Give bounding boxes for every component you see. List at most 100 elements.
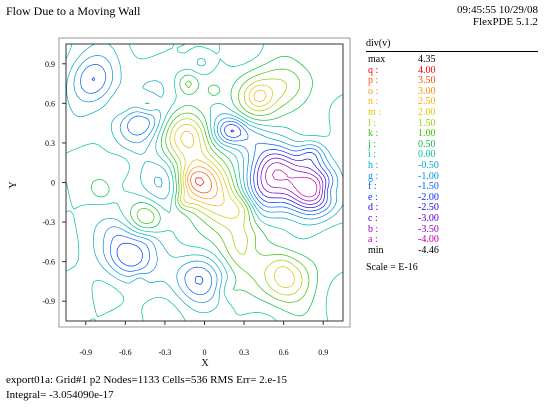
legend-level-key: l :: [368, 117, 377, 129]
legend-min-label: min: [368, 244, 384, 256]
y-axis-label: Y: [8, 181, 19, 188]
contour-legend: div(v) max 4.35 q :4.00 p :3.50 o :3.00 n :…: [366, 38, 538, 273]
x-tick-label: 0.6: [279, 348, 289, 357]
integral-value: Integral= -3.054090e-17: [6, 389, 114, 401]
legend-level-value: 2.00: [418, 106, 436, 118]
legend-level-row: h : -0.50: [366, 159, 538, 172]
contour-level-line: [80, 64, 334, 296]
legend-levels: q : 4.00 p : 3.50 o : 3.00 n : 2.50 m : 2.00 l : 1.…: [366, 64, 538, 246]
legend-level-key: f :: [368, 181, 377, 193]
x-tick-label: 0.3: [239, 348, 249, 357]
legend-min-row: min -4.46: [366, 244, 538, 257]
legend-level-row: m : 2.00: [366, 106, 538, 119]
legend-level-key: h :: [368, 159, 379, 171]
legend-level-value: 0.00: [418, 149, 436, 161]
y-tick-label: -0.9: [42, 297, 55, 306]
y-tick-label: 0.9: [45, 60, 55, 69]
contour-level-line: [91, 77, 330, 285]
contour-level-line: [65, 43, 344, 322]
legend-level-row: c : -3.00: [366, 212, 538, 225]
software-version: FlexPDE 5.1.2: [472, 16, 538, 28]
contour-level-line: [169, 78, 303, 296]
legend-level-key: g :: [368, 170, 379, 182]
legend-level-value: 2.50: [418, 96, 436, 108]
legend-level-key: j :: [368, 138, 377, 150]
contour-level-line: [73, 55, 339, 304]
plot-frame-inner: [65, 43, 344, 322]
legend-level-value: 0.50: [418, 138, 436, 150]
y-tick-label: -0.6: [42, 258, 55, 267]
x-axis-label: X: [201, 358, 209, 369]
legend-max-label: max: [368, 54, 386, 65]
contour-level-line: [66, 43, 344, 314]
legend-level-value: -3.00: [418, 212, 439, 224]
legend-level-value: 1.50: [418, 117, 436, 129]
legend-level-key: d :: [368, 202, 379, 214]
contour-level-line: [265, 162, 321, 202]
legend-level-value: -3.50: [418, 223, 439, 235]
x-tick-label: 0: [203, 348, 207, 357]
legend-level-row: o : 3.00: [366, 85, 538, 98]
legend-title: div(v): [366, 38, 538, 52]
contour-level-line: [272, 169, 318, 198]
contour-level-line: [180, 89, 267, 207]
legend-level-row: f : -1.50: [366, 182, 538, 193]
contour-level-line: [90, 55, 319, 317]
legend-scale: Scale = E-16: [366, 262, 418, 274]
legend-level-value: -2.00: [418, 191, 439, 203]
legend-level-row: i : 0.00: [366, 150, 538, 161]
y-tick-label: 0.3: [45, 139, 55, 148]
legend-level-key: k :: [368, 128, 379, 140]
y-tick-label: 0.6: [45, 99, 55, 108]
legend-level-key: a :: [368, 234, 378, 246]
legend-level-row: n : 2.50: [366, 97, 538, 108]
legend-level-row: g : -1.00: [366, 170, 538, 183]
y-tick-label: -0.3: [42, 218, 55, 227]
legend-level-key: o :: [368, 85, 379, 97]
legend-level-value: -1.00: [418, 170, 439, 182]
legend-level-row: d : -2.50: [366, 203, 538, 214]
legend-level-value: -4.00: [418, 234, 439, 246]
legend-level-row: p : 3.50: [366, 76, 538, 87]
legend-level-row: l : 1.50: [366, 117, 538, 130]
x-tick-label: -0.6: [119, 348, 132, 357]
legend-level-row: k : 1.00: [366, 129, 538, 140]
legend-level-row: j : 0.50: [366, 138, 538, 151]
y-tick-label: 0: [51, 179, 55, 188]
legend-level-value: 3.50: [418, 75, 436, 87]
legend-level-key: m :: [368, 106, 382, 118]
contour-lines: [65, 43, 344, 322]
legend-level-row: b : -3.50: [366, 223, 538, 236]
legend-level-key: b :: [368, 223, 379, 235]
legend-level-key: e :: [368, 191, 378, 203]
x-tick-label: -0.3: [159, 348, 172, 357]
contour-level-line: [136, 68, 310, 303]
legend-level-key: i :: [368, 149, 377, 161]
legend-min-value: -4.46: [418, 244, 439, 256]
contour-level-line: [190, 171, 213, 194]
legend-level-key: q :: [368, 64, 379, 76]
axis-ticks: -0.9 -0.6 -0.3 0 0.3 0.6 0.9 0.9 0.6 0.3 0 -0.3 -0.6…: [42, 60, 328, 357]
legend-level-key: c :: [368, 212, 378, 224]
legend-level-row: q : 4.00: [366, 64, 538, 77]
x-tick-label: -0.9: [79, 348, 92, 357]
contour-level-line: [230, 129, 327, 209]
contour-level-line: [174, 84, 295, 288]
contour-level-line: [187, 166, 218, 200]
legend-level-key: n :: [368, 96, 379, 108]
legend-level-value: 4.00: [418, 64, 436, 76]
contour-level-line: [260, 157, 324, 205]
legend-max-value: 4.35: [418, 54, 436, 65]
legend-max-row: max 4.35: [366, 54, 538, 66]
plot-frame-outer: [58, 37, 351, 328]
legend-level-value: 1.00: [418, 128, 436, 140]
legend-level-row: a : -4.00: [366, 234, 538, 246]
legend-level-row: e : -2.00: [366, 191, 538, 204]
run-summary: export01a: Grid#1 p2 Nodes=1133 Cells=53…: [6, 374, 287, 386]
x-tick-label: 0.9: [318, 348, 328, 357]
contour-level-line: [195, 177, 205, 187]
legend-level-value: 3.00: [418, 85, 436, 97]
legend-level-value: -1.50: [418, 181, 439, 193]
chart-title: Flow Due to a Moving Wall: [6, 4, 141, 18]
